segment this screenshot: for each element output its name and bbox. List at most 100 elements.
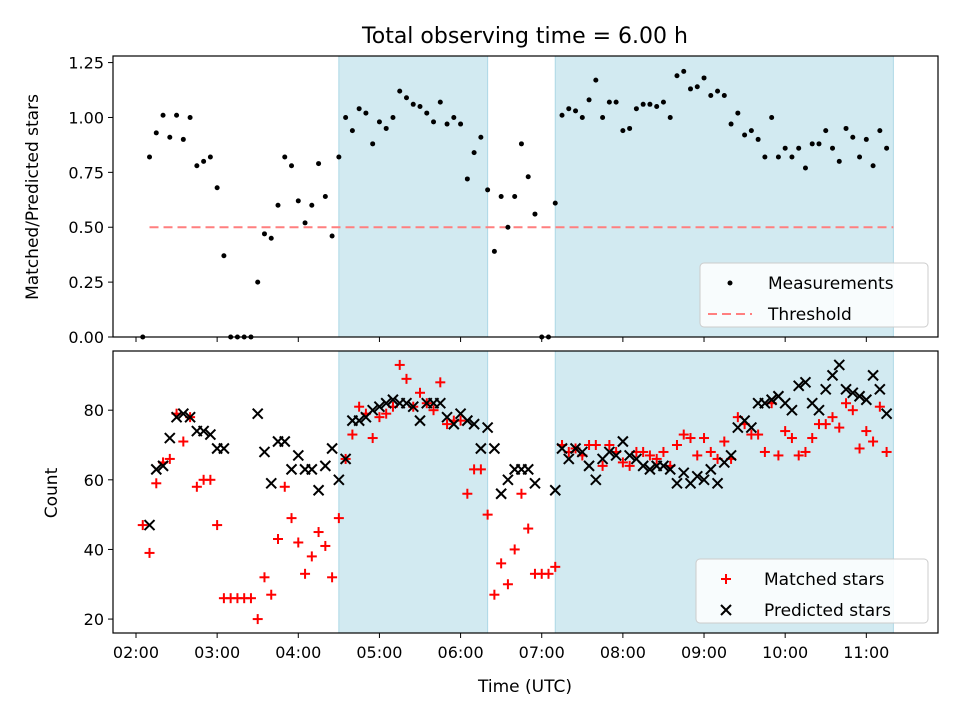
measurement-point xyxy=(681,68,687,74)
predicted-star-point xyxy=(339,453,352,465)
count-legend: Matched stars Predicted stars xyxy=(695,558,929,624)
measurement-point xyxy=(573,108,579,114)
ratio-y-tick-label: 0.75 xyxy=(68,163,104,182)
measurement-point xyxy=(275,202,281,208)
matched-star-point xyxy=(279,481,290,492)
measurement-point xyxy=(343,114,349,120)
predicted-star-point xyxy=(197,425,210,437)
predicted-star-point xyxy=(867,369,879,382)
matched-star-point xyxy=(753,429,764,440)
measurement-point xyxy=(627,125,633,131)
predicted-star-point xyxy=(170,411,183,423)
predicted-star-point xyxy=(813,404,825,416)
predicted-star-point xyxy=(617,435,629,448)
measurement-point xyxy=(322,194,328,199)
matched-star-point xyxy=(516,488,527,499)
predicted-star-point xyxy=(380,397,392,409)
measurement-point xyxy=(579,114,585,120)
predicted-star-point xyxy=(549,484,561,496)
predicted-star-point xyxy=(765,394,778,406)
matched-star-point xyxy=(624,460,635,471)
matched-star-point xyxy=(881,446,892,457)
measurement-point xyxy=(390,114,396,120)
matched-star-point xyxy=(293,537,304,548)
matched-star-point xyxy=(800,446,811,457)
predicted-star-point xyxy=(603,446,616,458)
predicted-star-point xyxy=(164,432,176,444)
matched-star-point xyxy=(374,412,385,423)
predicted-star-point xyxy=(576,446,589,458)
legend-label: Measurements xyxy=(768,274,894,294)
measurement-point xyxy=(160,112,166,118)
matched-star-point xyxy=(415,387,426,398)
matched-star-point xyxy=(300,568,311,579)
matched-star-point xyxy=(496,558,507,569)
predicted-star-point xyxy=(387,394,399,406)
measurement-point xyxy=(667,114,673,120)
count-y-tick-label: 20 xyxy=(84,610,104,629)
measurement-point xyxy=(464,176,470,182)
matched-star-point xyxy=(780,426,791,437)
matched-star-point xyxy=(435,377,446,388)
measurement-point xyxy=(884,145,890,151)
legend-box xyxy=(699,262,929,328)
measurement-point xyxy=(356,106,362,112)
measurement-point xyxy=(336,154,342,160)
measurement-point xyxy=(728,121,734,127)
measurement-point xyxy=(742,132,748,138)
measurement-point xyxy=(174,112,180,118)
legend-box xyxy=(695,558,929,624)
predicted-star-point xyxy=(826,369,839,382)
x-tick-label: 06:00 xyxy=(438,643,484,662)
predicted-star-point xyxy=(880,407,893,420)
measurement-point xyxy=(194,163,200,169)
matched-star-point xyxy=(861,426,872,437)
measurement-point xyxy=(674,73,680,79)
count-y-tick-label: 60 xyxy=(84,471,104,490)
matched-star-point xyxy=(644,450,655,461)
predicted-star-point xyxy=(637,460,649,472)
predicted-star-point xyxy=(353,414,365,427)
matched-star-point xyxy=(543,568,554,579)
measurement-point xyxy=(647,101,653,107)
predicted-star-point xyxy=(678,467,690,479)
matched-star-point xyxy=(847,405,858,416)
matched-star-point xyxy=(381,408,392,419)
count-y-tick-label: 80 xyxy=(84,401,104,420)
measurement-point xyxy=(870,163,876,169)
matched-star-point xyxy=(678,429,689,440)
measurement-point xyxy=(491,248,497,254)
measurement-point xyxy=(552,200,558,206)
predicted-star-point xyxy=(488,442,501,455)
measurement-point xyxy=(640,101,646,107)
count-axes-frame xyxy=(112,350,939,634)
x-tick-label: 10:00 xyxy=(762,643,808,662)
matched-star-point xyxy=(719,436,730,447)
predicted-star-point xyxy=(218,442,230,455)
predicted-star-point xyxy=(306,463,318,476)
measurement-point xyxy=(715,88,721,94)
measurement-point xyxy=(701,75,707,81)
measurement-point xyxy=(782,145,788,151)
measurement-point xyxy=(525,174,531,180)
matched-star-point xyxy=(759,446,770,457)
predicted-star-point xyxy=(691,470,703,483)
matched-star-point xyxy=(191,481,202,492)
count-panel: Count 20 40 60 80 02:00 03:00 04:00 05:00 06:00 0… xyxy=(42,350,939,662)
predicted-star-point xyxy=(366,404,379,416)
measurement-point xyxy=(295,198,301,204)
x-tick-label: 05:00 xyxy=(356,643,402,662)
measurement-point xyxy=(877,128,883,134)
legend-label: Threshold xyxy=(767,305,852,325)
measurement-point xyxy=(180,136,186,142)
measurement-point xyxy=(789,154,795,160)
measurement-point xyxy=(201,158,207,164)
predicted-star-point xyxy=(319,460,332,472)
predicted-star-point xyxy=(847,387,859,399)
matched-star-point xyxy=(868,436,879,447)
measurement-point xyxy=(471,150,477,156)
matched-star-point xyxy=(320,540,331,551)
matched-star-point xyxy=(786,433,797,444)
measurement-point xyxy=(309,202,315,208)
measurement-point xyxy=(458,121,464,127)
